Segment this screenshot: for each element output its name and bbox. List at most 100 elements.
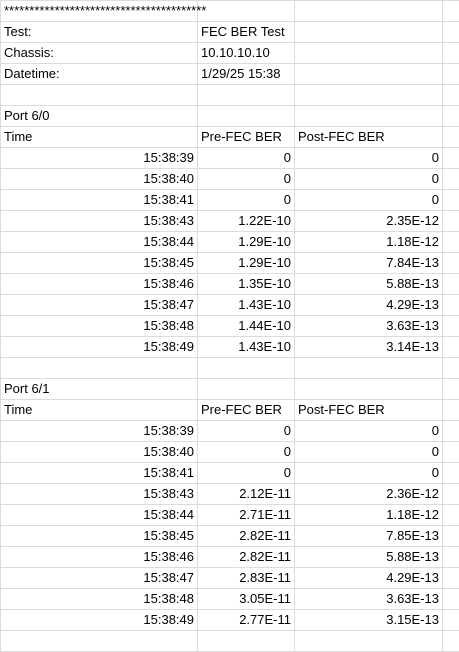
empty-cell[interactable] xyxy=(295,22,443,43)
pre-fec-cell[interactable]: 2.83E-11 xyxy=(198,568,295,589)
pre-fec-cell[interactable]: 2.71E-11 xyxy=(198,505,295,526)
empty-cell[interactable] xyxy=(443,190,459,211)
empty-cell[interactable] xyxy=(295,43,443,64)
post-fec-cell[interactable]: 1.18E-12 xyxy=(295,505,443,526)
empty-cell[interactable] xyxy=(198,106,295,127)
time-cell[interactable]: 15:38:43 xyxy=(1,484,198,505)
post-fec-cell[interactable]: 0 xyxy=(295,442,443,463)
time-cell[interactable]: 15:38:46 xyxy=(1,274,198,295)
empty-cell[interactable] xyxy=(443,22,459,43)
empty-cell[interactable] xyxy=(443,526,459,547)
post-fec-header-cell[interactable]: Post-FEC BER xyxy=(295,400,443,421)
empty-cell[interactable] xyxy=(295,85,443,106)
empty-cell[interactable] xyxy=(443,43,459,64)
pre-fec-cell[interactable]: 1.43E-10 xyxy=(198,337,295,358)
empty-cell[interactable] xyxy=(198,1,295,22)
empty-cell[interactable] xyxy=(1,85,198,106)
empty-cell[interactable] xyxy=(443,589,459,610)
post-fec-cell[interactable]: 7.85E-13 xyxy=(295,526,443,547)
empty-cell[interactable] xyxy=(443,631,459,652)
empty-cell[interactable] xyxy=(443,442,459,463)
time-cell[interactable]: 15:38:47 xyxy=(1,568,198,589)
post-fec-cell[interactable]: 0 xyxy=(295,463,443,484)
time-cell[interactable]: 15:38:44 xyxy=(1,232,198,253)
empty-cell[interactable] xyxy=(443,85,459,106)
pre-fec-cell[interactable]: 1.35E-10 xyxy=(198,274,295,295)
time-cell[interactable]: 15:38:40 xyxy=(1,442,198,463)
empty-cell[interactable] xyxy=(443,295,459,316)
empty-cell[interactable] xyxy=(443,547,459,568)
pre-fec-cell[interactable]: 2.82E-11 xyxy=(198,547,295,568)
post-fec-cell[interactable]: 3.63E-13 xyxy=(295,589,443,610)
time-cell[interactable]: 15:38:43 xyxy=(1,211,198,232)
empty-cell[interactable] xyxy=(443,421,459,442)
pre-fec-cell[interactable]: 2.82E-11 xyxy=(198,526,295,547)
empty-cell[interactable] xyxy=(443,400,459,421)
pre-fec-cell[interactable]: 1.43E-10 xyxy=(198,295,295,316)
chassis-label-cell[interactable]: Chassis: xyxy=(1,43,198,64)
empty-cell[interactable] xyxy=(295,379,443,400)
empty-cell[interactable] xyxy=(443,211,459,232)
time-header-cell[interactable]: Time xyxy=(1,400,198,421)
empty-cell[interactable] xyxy=(295,1,443,22)
pre-fec-cell[interactable]: 0 xyxy=(198,463,295,484)
empty-cell[interactable] xyxy=(198,631,295,652)
post-fec-cell[interactable]: 2.36E-12 xyxy=(295,484,443,505)
datetime-value-cell[interactable]: 1/29/25 15:38 xyxy=(198,64,295,85)
empty-cell[interactable] xyxy=(295,64,443,85)
pre-fec-cell[interactable]: 0 xyxy=(198,421,295,442)
post-fec-cell[interactable]: 3.63E-13 xyxy=(295,316,443,337)
empty-cell[interactable] xyxy=(443,232,459,253)
time-cell[interactable]: 15:38:47 xyxy=(1,295,198,316)
post-fec-header-cell[interactable]: Post-FEC BER xyxy=(295,127,443,148)
time-cell[interactable]: 15:38:48 xyxy=(1,316,198,337)
post-fec-cell[interactable]: 7.84E-13 xyxy=(295,253,443,274)
pre-fec-header-cell[interactable]: Pre-FEC BER xyxy=(198,127,295,148)
port-title-cell[interactable]: Port 6/0 xyxy=(1,106,198,127)
empty-cell[interactable] xyxy=(443,1,459,22)
pre-fec-cell[interactable]: 0 xyxy=(198,442,295,463)
pre-fec-cell[interactable]: 1.29E-10 xyxy=(198,232,295,253)
post-fec-cell[interactable]: 4.29E-13 xyxy=(295,295,443,316)
time-cell[interactable]: 15:38:44 xyxy=(1,505,198,526)
time-cell[interactable]: 15:38:45 xyxy=(1,253,198,274)
empty-cell[interactable] xyxy=(443,274,459,295)
empty-cell[interactable] xyxy=(443,337,459,358)
post-fec-cell[interactable]: 0 xyxy=(295,190,443,211)
pre-fec-cell[interactable]: 0 xyxy=(198,190,295,211)
time-cell[interactable]: 15:38:41 xyxy=(1,190,198,211)
empty-cell[interactable] xyxy=(443,505,459,526)
post-fec-cell[interactable]: 2.35E-12 xyxy=(295,211,443,232)
time-cell[interactable]: 15:38:40 xyxy=(1,169,198,190)
empty-cell[interactable] xyxy=(443,169,459,190)
pre-fec-cell[interactable]: 1.44E-10 xyxy=(198,316,295,337)
empty-cell[interactable] xyxy=(443,148,459,169)
time-cell[interactable]: 15:38:49 xyxy=(1,610,198,631)
time-header-cell[interactable]: Time xyxy=(1,127,198,148)
empty-cell[interactable] xyxy=(443,463,459,484)
empty-cell[interactable] xyxy=(443,610,459,631)
pre-fec-header-cell[interactable]: Pre-FEC BER xyxy=(198,400,295,421)
post-fec-cell[interactable]: 3.15E-13 xyxy=(295,610,443,631)
post-fec-cell[interactable]: 0 xyxy=(295,421,443,442)
empty-cell[interactable] xyxy=(443,568,459,589)
empty-cell[interactable] xyxy=(198,358,295,379)
empty-cell[interactable] xyxy=(443,484,459,505)
time-cell[interactable]: 15:38:41 xyxy=(1,463,198,484)
test-label-cell[interactable]: Test: xyxy=(1,22,198,43)
pre-fec-cell[interactable]: 1.29E-10 xyxy=(198,253,295,274)
test-value-cell[interactable]: FEC BER Test xyxy=(198,22,295,43)
pre-fec-cell[interactable]: 0 xyxy=(198,148,295,169)
empty-cell[interactable] xyxy=(198,379,295,400)
time-cell[interactable]: 15:38:45 xyxy=(1,526,198,547)
pre-fec-cell[interactable]: 0 xyxy=(198,169,295,190)
pre-fec-cell[interactable]: 1.22E-10 xyxy=(198,211,295,232)
empty-cell[interactable] xyxy=(295,631,443,652)
pre-fec-cell[interactable]: 2.77E-11 xyxy=(198,610,295,631)
post-fec-cell[interactable]: 5.88E-13 xyxy=(295,274,443,295)
pre-fec-cell[interactable]: 2.12E-11 xyxy=(198,484,295,505)
time-cell[interactable]: 15:38:49 xyxy=(1,337,198,358)
post-fec-cell[interactable]: 3.14E-13 xyxy=(295,337,443,358)
empty-cell[interactable] xyxy=(295,358,443,379)
empty-cell[interactable] xyxy=(443,106,459,127)
